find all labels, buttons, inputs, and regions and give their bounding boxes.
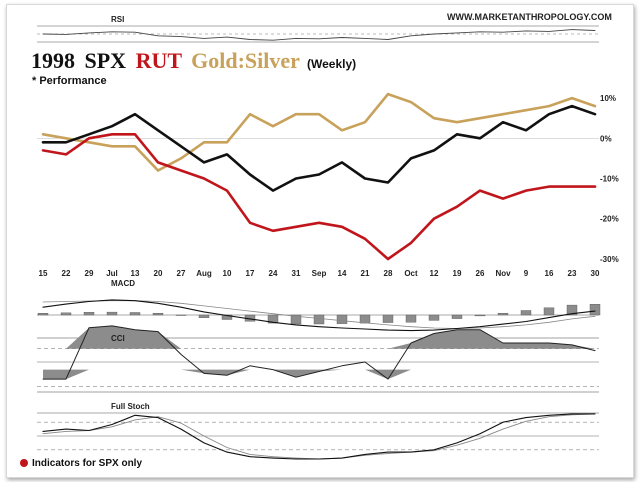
series-line-rut [43,134,595,259]
x-tick-label: 13 [131,269,140,278]
macd-histogram-bar [544,308,554,315]
macd-histogram-bar [475,315,485,316]
macd-histogram-bar [314,315,324,324]
macd-histogram-bar [337,315,347,324]
title-spx: SPX [85,48,127,73]
series-line-spx [43,106,595,191]
x-tick-label: 15 [39,269,48,278]
macd-histogram-bar [383,315,393,323]
title-period: (Weekly) [307,57,356,71]
x-tick-label: Jul [106,269,118,278]
x-tick-label: 24 [269,269,278,278]
macd-histogram-bar [107,312,117,315]
chart-canvas: WWW.MARKETANTHROPOLOGY.COM 1998 SPX RUT … [7,5,633,477]
macd-histogram-bar [199,315,209,318]
x-tick-label: 22 [62,269,71,278]
cci-label: CCI [111,334,125,343]
cci-overbought-fill [43,326,595,349]
stoch-panel [37,413,599,459]
x-tick-label: 31 [292,269,301,278]
x-tick-label: Nov [495,269,511,278]
x-tick-label: 23 [568,269,577,278]
subtitle: * Performance [32,75,107,87]
macd-histogram-bar [429,315,439,320]
y-tick-label: -30% [600,255,619,264]
title-gold-silver: Gold:Silver [191,48,300,73]
rsi-line [43,30,595,41]
x-tick-label: 10 [223,269,232,278]
x-tick-label: 29 [85,269,94,278]
main-series [43,94,595,259]
x-tick-label: 26 [476,269,485,278]
x-axis-ticks: 15 22 29 Jul 13 20 27 Aug 10 17 24 31 Sep 14 21 28 Oct 12… [39,269,600,278]
macd-panel [37,300,600,331]
y-tick-label: 0% [600,134,612,143]
x-tick-label: Sep [312,269,327,278]
macd-histogram-bar [153,313,163,315]
macd-histogram-bar [176,315,186,316]
macd-histogram-bar [61,313,71,315]
x-tick-label: 20 [154,269,163,278]
rsi-panel [37,26,599,42]
svg-text:1998 SPX RUT: 1998 SPX RUT Gold:Silver [31,48,300,73]
macd-histogram-bar [360,315,370,323]
footnote-text: Indicators for SPX only [32,458,142,469]
chart-title: 1998 SPX RUT Gold:Silver (Weekly) [31,48,356,73]
macd-histogram-bar [498,313,508,315]
macd-label: MACD [111,279,135,288]
y-tick-label: -10% [600,175,619,184]
macd-histogram-bar [38,313,48,315]
x-tick-label: Aug [196,269,212,278]
x-tick-label: 16 [545,269,554,278]
x-tick-label: Oct [404,269,418,278]
macd-histogram-bar [84,312,94,315]
x-tick-label: 30 [591,269,600,278]
chart-frame: WWW.MARKETANTHROPOLOGY.COM 1998 SPX RUT … [6,4,634,478]
rsi-label: RSI [111,15,124,24]
stoch-k-line [43,414,595,459]
title-rut: RUT [136,48,183,73]
macd-histogram-bar [406,315,416,322]
x-tick-label: 27 [177,269,186,278]
y-tick-label: 10% [600,94,616,103]
website-text: WWW.MARKETANTHROPOLOGY.COM [447,12,612,22]
x-tick-label: 21 [361,269,370,278]
macd-signal-line [43,301,595,329]
x-tick-label: 19 [453,269,462,278]
macd-histogram-bar [590,304,600,315]
x-tick-label: 12 [430,269,439,278]
footnote-bullet-icon [20,459,28,467]
macd-histogram-bar [130,312,140,315]
y-axis-ticks: 10% 0% -10% -20% -30% [600,94,619,264]
title-year: 1998 [31,48,75,73]
series-line-goldsilver [43,94,595,170]
x-tick-label: 28 [384,269,393,278]
x-tick-label: 17 [246,269,255,278]
stoch-label: Full Stoch [111,402,150,411]
macd-histogram-bar [452,315,462,319]
x-tick-label: 14 [338,269,347,278]
macd-histogram-bar [521,311,531,316]
x-tick-label: 9 [524,269,529,278]
y-tick-label: -20% [600,215,619,224]
